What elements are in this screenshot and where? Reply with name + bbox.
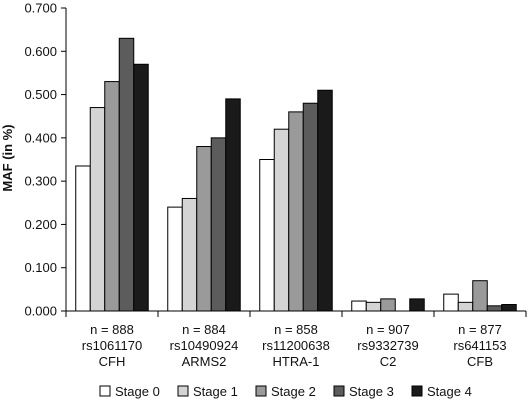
legend-label: Stage 0 (115, 384, 160, 399)
y-tick-label: 0.700 (24, 1, 57, 16)
bar-stage-3-htra-1 (302, 102, 319, 312)
bar-stage-1-cfb (457, 301, 474, 312)
x-label-snp: rs9332739 (357, 338, 418, 353)
x-label-gene: ARMS2 (182, 354, 227, 369)
x-label-gene: CFB (467, 354, 493, 369)
x-label-snp: rs11200638 (262, 338, 330, 353)
x-label-n: n = 858 (274, 322, 318, 337)
legend-label: Stage 1 (193, 384, 238, 399)
bars (75, 37, 517, 312)
bar-stage-3-cfh (118, 37, 135, 312)
x-label-gene: CFH (99, 354, 126, 369)
bar-stage-0-cfb (443, 293, 459, 312)
bar-stage-1-c2 (365, 301, 382, 312)
bar-stage-4-htra-1 (317, 89, 333, 312)
bar-stage-2-cfh (104, 81, 120, 312)
bar-stage-1-arms2 (181, 197, 198, 312)
bar-stage-1-cfh (89, 107, 106, 312)
bar-stage-4-cfh (133, 63, 149, 312)
y-axis-label: MAF (in %) (0, 124, 15, 191)
y-tick-label: 0.600 (24, 44, 57, 59)
bar-stage-0-htra-1 (259, 159, 275, 312)
y-tick-label: 0.400 (24, 130, 57, 145)
bar-stage-0-arms2 (167, 206, 183, 312)
y-tick-label: 0.100 (24, 260, 57, 275)
bar-stage-2-htra-1 (288, 111, 304, 312)
y-tick-label: 0.200 (24, 217, 57, 232)
bar-stage-0-c2 (351, 300, 367, 312)
legend: Stage 0 Stage 1 Stage 2 Stage 3 Stage 4 (99, 384, 472, 399)
bar-stage-4-c2 (409, 298, 425, 312)
legend-swatch (333, 385, 345, 397)
x-label-gene: HTRA-1 (273, 354, 320, 369)
bar-stage-2-cfb (472, 280, 488, 312)
x-label-snp: rs10490924 (170, 338, 239, 353)
x-label-snp: rs1061170 (82, 338, 142, 353)
y-tick-label: 0.500 (24, 87, 57, 102)
bar-stage-2-c2 (380, 298, 396, 312)
bar-stage-4-arms2 (225, 98, 241, 312)
x-label-n: n = 877 (458, 322, 502, 337)
x-label-n: n = 907 (366, 322, 410, 337)
bar-stage-2-arms2 (196, 146, 212, 312)
bar-stage-4-cfb (501, 304, 517, 312)
x-label-n: n = 884 (182, 322, 226, 337)
x-label-gene: C2 (380, 354, 397, 369)
legend-swatch (177, 385, 189, 397)
legend-swatch (255, 385, 267, 397)
y-axis: 0.000 0.100 0.200 0.300 0.400 0.500 0.600 0.700 (24, 1, 67, 319)
bar-stage-3-arms2 (210, 137, 227, 312)
y-tick-label: 0.000 (24, 304, 57, 319)
x-label-snp: rs641153 (453, 338, 506, 353)
bar-stage-1-htra-1 (273, 128, 290, 312)
legend-swatch (411, 385, 423, 397)
legend-label: Stage 2 (271, 384, 316, 399)
legend-label: Stage 4 (427, 384, 472, 399)
x-label-n: n = 888 (90, 322, 134, 337)
bar-stage-3-cfb (486, 305, 503, 312)
legend-label: Stage 3 (349, 384, 394, 399)
bar-stage-0-cfh (75, 165, 91, 312)
y-tick-label: 0.300 (24, 174, 57, 189)
legend-swatch (99, 385, 111, 397)
